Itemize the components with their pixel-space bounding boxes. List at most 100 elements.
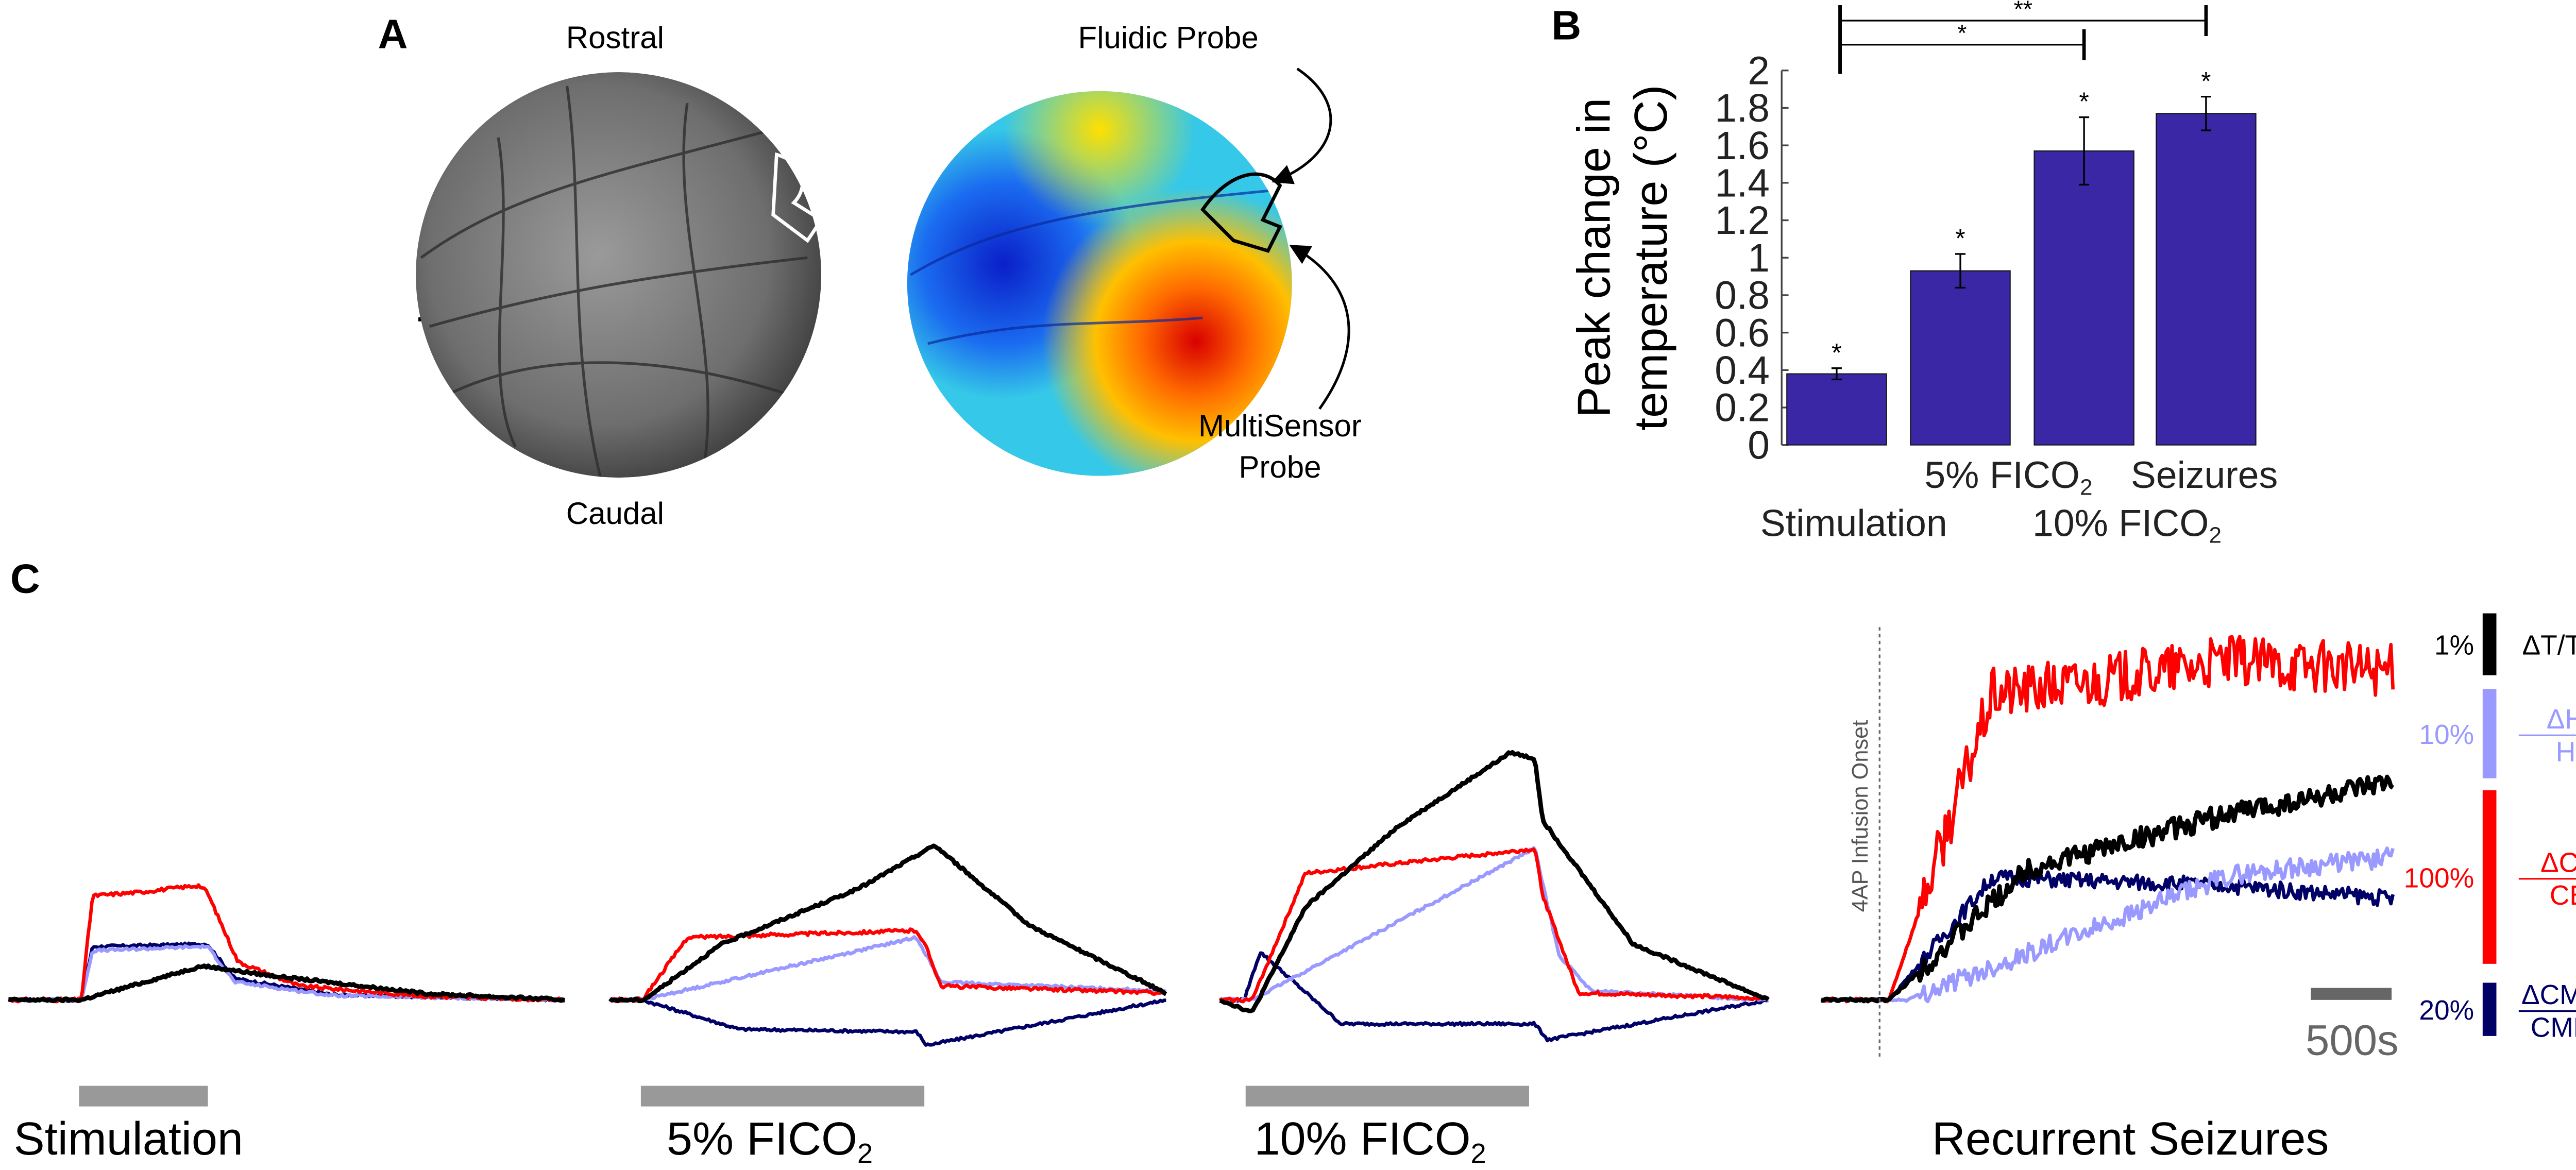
condition-label-subscript: 2 — [857, 1138, 873, 1169]
category-label: Stimulation — [1760, 502, 1947, 544]
y-tick-label: 2 — [1748, 49, 1770, 93]
condition-label: Recurrent Seizures — [1932, 1113, 2329, 1165]
condition-label-main: Stimulation — [14, 1113, 243, 1165]
time-scale-bar — [2311, 988, 2392, 1000]
legend-entry: 10% ΔHbtHbt — [2419, 689, 2576, 778]
bars: * * * * — [1786, 66, 2257, 446]
category-label-main: Stimulation — [1760, 502, 1947, 544]
fluidic-probe-label: Fluidic Probe — [1078, 20, 1259, 55]
condition-labels: Stimulation 5% FICO2 10% FICO2 Recurrent Se… — [14, 1113, 2329, 1169]
y-tick-label: 0.8 — [1715, 274, 1770, 318]
bar — [2033, 150, 2134, 446]
trace-dt — [1219, 750, 1770, 1013]
y-tick-label: 1.8 — [1715, 87, 1770, 130]
significance-label: * — [1957, 20, 1967, 46]
condition-label: Stimulation — [14, 1113, 243, 1165]
legend-denominator-text: CMRO — [2531, 1013, 2576, 1043]
bar — [1786, 373, 1887, 446]
stimulus-bar — [640, 1086, 925, 1107]
legend-denominator: Hbt — [2556, 737, 2576, 767]
category-label-main: Seizures — [2131, 454, 2278, 496]
trace-dhbt — [1820, 846, 2395, 1004]
condition-label-main: 5% FICO — [667, 1113, 857, 1165]
trace-dcbf — [1820, 635, 2395, 1004]
time-course-subplot — [1820, 635, 2395, 1004]
legend-scale-bar — [2482, 982, 2497, 1036]
category-label: 10% FICO2 — [2032, 502, 2222, 548]
legend-denominator: CBF — [2550, 880, 2576, 911]
condition-label-subscript: 2 — [1471, 1138, 1486, 1169]
trace-dcmro2 — [608, 997, 1166, 1047]
category-label-subscript: 2 — [2080, 474, 2092, 500]
caudal-label: Caudal — [566, 496, 664, 531]
legend-entry: 100% ΔCBFCBF — [2404, 790, 2576, 964]
multisensor-probe-label-1: MultiSensor — [1198, 409, 1362, 443]
condition-label-main: 10% FICO — [1254, 1113, 1470, 1165]
legend-entry: 20% ΔCMRO2CMRO2 — [2419, 980, 2576, 1046]
trace-dt — [1820, 774, 2395, 1004]
y-tick-label: 1.6 — [1715, 124, 1770, 168]
trace-dhbt — [7, 943, 565, 1003]
seizure-onset-label: 4AP Infusion Onset — [1848, 720, 1873, 912]
category-label-subscript: 2 — [2209, 523, 2221, 548]
trace-dt — [608, 843, 1167, 1004]
category-label-main: 5% FICO — [1924, 454, 2080, 496]
panel-b-bar-chart: B Peak change in temperature (°C) 00.20.… — [1551, 0, 2278, 548]
y-tick-label: 0 — [1748, 423, 1770, 467]
legend-denominator: CMRO2 — [2531, 1013, 2576, 1046]
multisensor-probe-arrow — [1289, 245, 1350, 410]
panel-c-time-courses: C 4AP Infusion Onset 500s Stimulation 5% … — [7, 556, 2576, 1169]
significance-star: * — [1955, 224, 1965, 253]
legend-scale-label: 1% — [2434, 631, 2474, 661]
fluidic-probe-arrow — [1272, 67, 1332, 184]
time-course-subplot — [1218, 750, 1770, 1107]
time-course-subplot — [7, 883, 566, 1107]
significance-star: * — [2201, 66, 2211, 95]
trace-dcbf — [1218, 847, 1769, 1004]
significance-label: ** — [2014, 0, 2032, 22]
trace-dhbt — [1219, 846, 1769, 1003]
trace-dhbt — [609, 935, 1167, 1003]
panel-a-letter: A — [378, 11, 408, 57]
legend-numerator-text: ΔHbt — [2547, 704, 2576, 735]
legend-scale-label: 20% — [2419, 995, 2474, 1026]
y-tick-label: 1.4 — [1715, 162, 1770, 206]
y-tick-label: 0.2 — [1715, 386, 1770, 430]
category-label-main: 10% FICO — [2032, 502, 2209, 544]
multisensor-probe-label-2: Probe — [1239, 450, 1321, 484]
condition-label: 5% FICO2 — [667, 1113, 873, 1169]
bar — [1910, 270, 2011, 446]
legend-numerator: ΔHbt — [2547, 704, 2576, 735]
legend-numerator-text: ΔCMRO — [2521, 980, 2576, 1010]
legend: 1% ΔT/T 10% ΔHbtHbt 100% ΔCBFCBF 20% ΔCMRO2CMRO… — [2404, 613, 2576, 1046]
y-ticks: 00.20.40.60.811.21.41.61.82 — [1715, 49, 1789, 467]
significance-star: * — [2079, 87, 2089, 116]
time-course-plots — [7, 635, 2395, 1107]
stimulus-bar — [1245, 1086, 1529, 1107]
legend-series-label: ΔT/T — [2522, 631, 2576, 661]
panel-c-letter: C — [10, 556, 40, 602]
y-axis-label-line1: Peak change in — [1568, 98, 1620, 418]
legend-entry: 1% ΔT/T — [2434, 613, 2576, 675]
legend-numerator: ΔCMRO2 — [2521, 980, 2576, 1013]
y-axis-label-line2: temperature (°C) — [1625, 85, 1677, 431]
stimulus-bar — [79, 1086, 208, 1107]
rostral-label: Rostral — [566, 20, 664, 55]
legend-scale-bar — [2482, 689, 2497, 778]
panel-a: A Rostral Caudal Midline — [378, 11, 1362, 531]
y-tick-label: 0.4 — [1715, 349, 1770, 393]
legend-scale-bar — [2482, 790, 2497, 964]
trace-dcmro2 — [1821, 869, 2395, 1003]
time-course-subplot — [608, 843, 1167, 1107]
trace-dt — [8, 963, 565, 1004]
legend-numerator: ΔCBF — [2540, 847, 2576, 878]
temperature-map-image — [907, 91, 1292, 476]
trace-dcbf — [609, 927, 1167, 1004]
category-label: Seizures — [2131, 454, 2278, 496]
y-tick-label: 1.2 — [1715, 199, 1770, 243]
legend-scale-label: 100% — [2404, 863, 2474, 893]
trace-dcmro2 — [1219, 951, 1769, 1043]
panel-b-letter: B — [1551, 3, 1581, 48]
